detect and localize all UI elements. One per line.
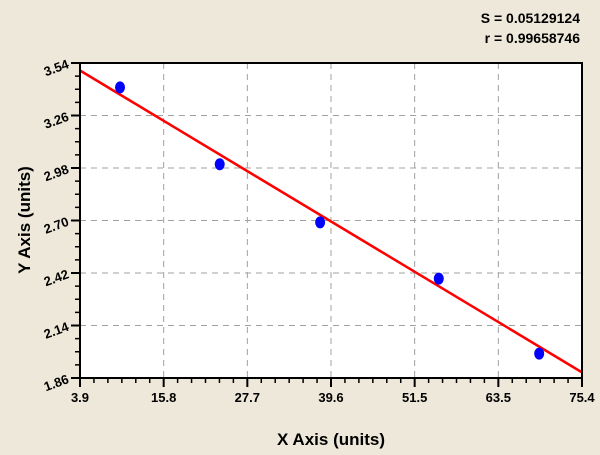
x-tick-label: 3.9 xyxy=(71,390,89,405)
x-tick-label: 51.5 xyxy=(402,390,427,405)
y-tick-label: 3.54 xyxy=(42,56,72,79)
y-tick-label: 1.86 xyxy=(42,371,71,394)
fit-line xyxy=(79,69,583,374)
x-tick-label: 27.7 xyxy=(235,390,260,405)
data-point xyxy=(315,216,326,229)
y-axis-label: Y Axis (units) xyxy=(15,166,34,274)
x-tick-label: 63.5 xyxy=(486,390,511,405)
data-point xyxy=(534,347,545,360)
y-tick-label: 3.26 xyxy=(42,109,71,132)
data-point xyxy=(214,158,225,171)
correlation-label: r = 0.99658746 xyxy=(484,30,580,46)
y-tick-label: 2.42 xyxy=(42,266,71,289)
x-tick-label: 75.4 xyxy=(569,390,595,405)
data-point xyxy=(115,81,126,94)
y-tick-label: 2.98 xyxy=(42,161,71,184)
data-point xyxy=(433,272,444,285)
x-tick-label: 15.8 xyxy=(151,390,176,405)
std-error-label: S = 0.05129124 xyxy=(480,10,580,26)
y-tick-label: 2.70 xyxy=(42,214,71,237)
y-tick-label: 2.14 xyxy=(42,319,72,342)
x-axis-label: X Axis (units) xyxy=(277,430,385,449)
plot-frame xyxy=(79,62,583,379)
x-tick-label: 39.6 xyxy=(318,390,343,405)
